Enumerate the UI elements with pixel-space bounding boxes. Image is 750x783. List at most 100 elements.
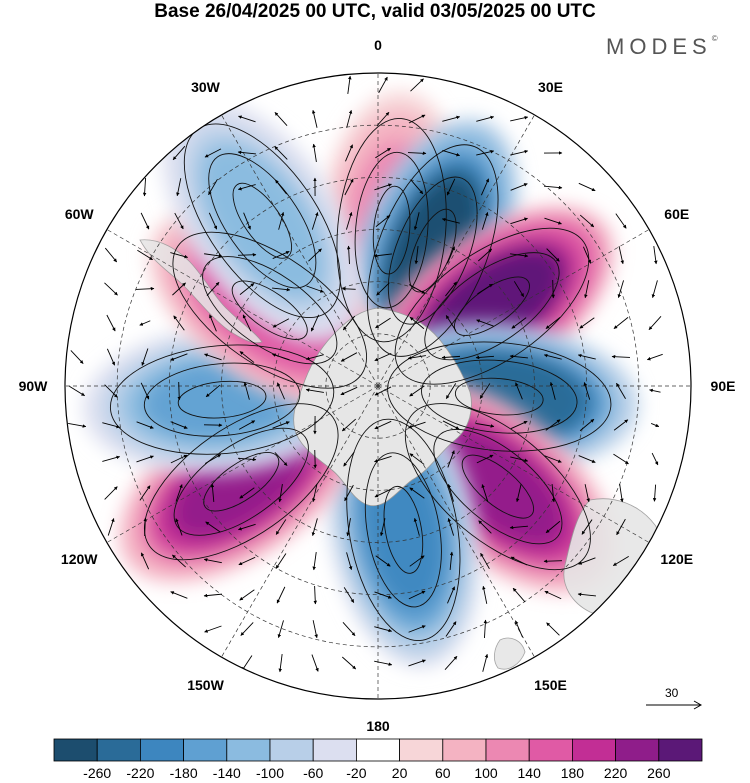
wind-vector — [106, 314, 116, 332]
wind-vector — [107, 518, 115, 536]
wind-vector — [344, 178, 354, 196]
colorbar-tick-label: 180 — [560, 765, 585, 781]
wind-vector — [449, 551, 454, 571]
wind-vector — [510, 556, 528, 566]
wind-vector — [104, 486, 118, 500]
wind-vector — [510, 217, 528, 225]
wind-vector — [617, 280, 624, 298]
wind-vector — [239, 589, 255, 601]
contour-line — [404, 403, 591, 571]
wind-vector — [379, 518, 386, 537]
wind-vector — [478, 520, 492, 534]
longitude-label: 30E — [538, 79, 563, 96]
colorbar-tick-label: -180 — [169, 765, 198, 781]
contour-line — [231, 280, 308, 340]
wind-vector — [480, 552, 490, 570]
wind-vector — [615, 213, 627, 229]
longitude-label: 30W — [191, 79, 220, 96]
wind-vector — [613, 317, 629, 329]
wind-vector — [141, 348, 149, 366]
colorbar-swatch — [399, 738, 444, 762]
contour-line — [354, 151, 429, 309]
colorbar-tick-label: 140 — [517, 765, 541, 781]
wind-vector — [445, 621, 457, 637]
contour-line — [408, 208, 457, 293]
wind-vector — [579, 214, 595, 228]
wind-vector — [274, 146, 288, 160]
contour-lines — [109, 117, 612, 641]
colorbar-swatch — [615, 738, 660, 762]
wind-vector — [308, 248, 322, 262]
wind-vector — [374, 660, 393, 666]
wind-vector — [510, 183, 528, 191]
wind-vector — [408, 590, 426, 600]
wind-vector — [343, 587, 355, 603]
wind-vector — [653, 246, 658, 265]
contour-line — [232, 182, 292, 259]
wind-vector — [483, 619, 488, 639]
meridian-line — [221, 114, 379, 387]
wind-vector — [476, 319, 494, 327]
wind-vector — [170, 591, 188, 599]
meridian-line — [221, 385, 379, 658]
wind-vector — [344, 484, 354, 502]
contour-line — [421, 359, 578, 434]
wind-vector — [444, 655, 458, 671]
meridian-line — [106, 385, 379, 543]
wind-vector — [272, 421, 290, 429]
contour-line — [454, 377, 544, 416]
wind-vector — [204, 454, 222, 464]
colorbar-tick-label: -20 — [346, 765, 367, 781]
wind-vector — [374, 455, 392, 463]
wind-vector — [203, 558, 222, 564]
wind-vector — [577, 592, 596, 597]
wind-vector — [305, 354, 324, 361]
wind-vector — [272, 287, 291, 292]
contour-line — [364, 452, 442, 608]
wind-vectors — [68, 75, 663, 673]
wind-vector — [413, 517, 420, 536]
wind-vector — [477, 283, 493, 295]
wind-vector — [104, 282, 118, 296]
wind-vector — [374, 352, 392, 362]
wind-vector — [140, 382, 150, 400]
wind-vector — [172, 145, 186, 161]
wind-vector — [477, 248, 493, 262]
colorbar-swatch — [183, 738, 228, 762]
wind-vector — [204, 253, 223, 258]
colorbar-tick-label: 220 — [603, 765, 628, 781]
longitude-label: 90E — [710, 378, 736, 394]
landmass — [139, 104, 666, 670]
lat-lon-grid — [65, 73, 691, 699]
wind-vector — [442, 150, 460, 157]
wind-vector — [239, 487, 255, 499]
wind-vector — [543, 559, 563, 563]
wind-vector — [546, 622, 560, 636]
wind-vector — [652, 484, 657, 502]
wind-vector — [341, 418, 357, 432]
brand-name: MODES — [606, 34, 712, 59]
colorbar-swatch — [658, 738, 703, 762]
contour-line — [109, 344, 335, 455]
wind-vector — [374, 386, 392, 396]
wind-vector — [209, 314, 217, 332]
wind-vector — [509, 525, 529, 530]
wind-vector — [312, 143, 317, 162]
wind-vector — [310, 314, 320, 332]
wind-vector — [346, 109, 353, 128]
wind-vector — [306, 285, 324, 293]
colorbar-swatch — [572, 738, 617, 762]
longitude-label: 120W — [60, 550, 98, 567]
wind-vector — [546, 248, 560, 262]
wind-vector — [616, 382, 626, 399]
wind-vector — [408, 625, 426, 633]
wind-vector — [515, 484, 522, 503]
wind-vector — [137, 249, 153, 261]
wind-vector — [579, 418, 595, 432]
colorbar-swatch — [139, 738, 184, 762]
wind-vector — [175, 484, 183, 502]
wind-vector — [646, 353, 663, 361]
wind-vector — [140, 212, 150, 230]
longitude-label: 60E — [664, 205, 690, 222]
wind-vector — [408, 421, 426, 429]
